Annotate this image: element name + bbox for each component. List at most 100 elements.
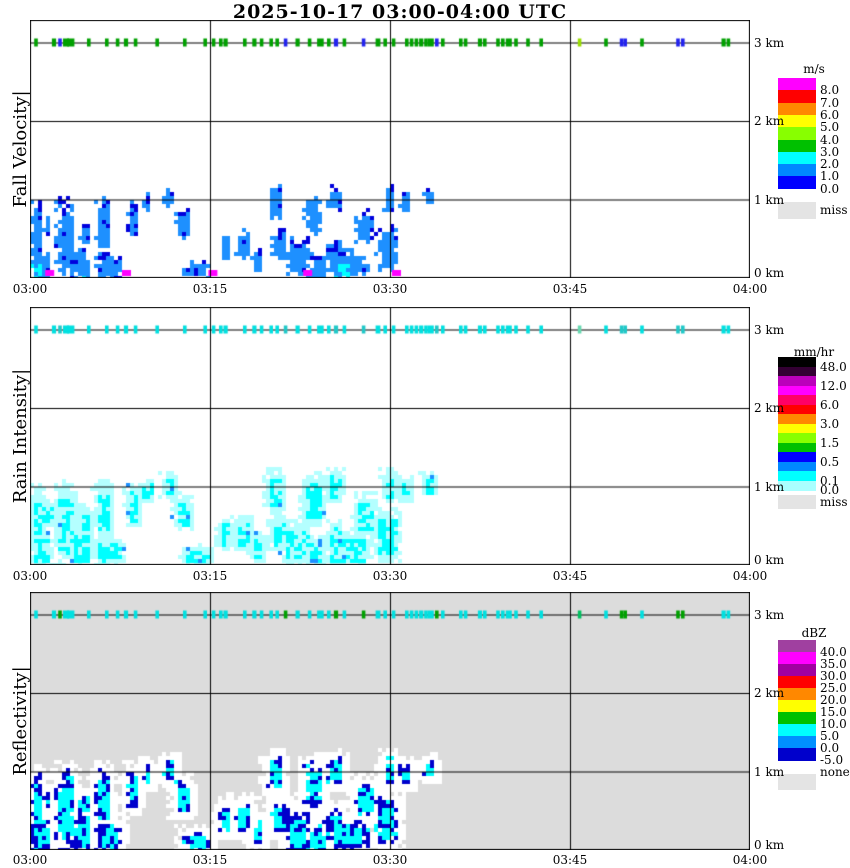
legend-color-block — [778, 442, 816, 453]
legend-value-label: 7.0 — [820, 95, 840, 110]
time-tick-label: 03:30 — [372, 569, 408, 583]
rain-intensity-axis-label: Rain Intensity| — [10, 368, 31, 504]
legend-missing-block — [778, 495, 816, 509]
reflectivity-plot — [30, 592, 750, 850]
legend-units-label: dBZ — [801, 626, 827, 640]
time-tick-label: 03:45 — [552, 569, 588, 583]
height-tick-label: 0 km — [754, 266, 785, 280]
height-tick-label: 3 km — [754, 35, 785, 50]
height-tick-label: 3 km — [754, 322, 785, 337]
legend-color-block — [778, 114, 816, 128]
time-tick-label: 03:00 — [12, 569, 48, 583]
legend-color-block — [778, 366, 816, 377]
legend-units-label: m/s — [803, 62, 825, 76]
legend-color-block — [778, 712, 816, 725]
legend-value-label: -5.0 — [820, 753, 844, 767]
legend-color-block — [778, 688, 816, 701]
figure-title: 2025-10-17 03:00-04:00 UTC — [232, 1, 568, 23]
legend-color-block — [778, 139, 816, 153]
rain-intensity-time-axis: 03:00 03:15 03:30 03:45 04:00 — [0, 569, 850, 583]
legend-color-block — [778, 78, 816, 91]
legend-color-block — [778, 700, 816, 713]
legend-value-label: 1.0 — [820, 169, 840, 184]
height-tick-label: 1 km — [754, 479, 785, 494]
legend-color-block — [778, 127, 816, 140]
legend-color-block — [778, 414, 816, 424]
height-tick-label: 2 km — [754, 114, 785, 128]
legend-color-block — [778, 736, 816, 749]
time-tick-label: 03:00 — [12, 853, 48, 867]
legend-value-label: 6.0 — [820, 107, 840, 122]
legend-value-label: 0.0 — [820, 181, 840, 196]
legend-color-block — [778, 423, 816, 434]
reflectivity-time-axis: 03:00 03:15 03:30 03:45 04:00 — [0, 853, 850, 867]
time-tick-label: 04:00 — [732, 569, 768, 583]
time-tick-label: 03:30 — [372, 853, 408, 867]
legend-color-block — [778, 471, 816, 481]
legend-color-block — [778, 151, 816, 165]
legend-value-label: 0.1 — [820, 473, 840, 488]
legend-color-block — [778, 676, 816, 689]
fall-velocity-panel — [30, 20, 750, 278]
legend-units-label: mm/hr — [793, 345, 835, 359]
time-tick-label: 04:00 — [732, 853, 768, 867]
legend-missing-label: none — [820, 765, 850, 779]
time-tick-label: 04:00 — [732, 282, 768, 296]
legend-color-block — [778, 357, 816, 367]
legend-value-label: 20.0 — [820, 693, 847, 707]
legend-missing-label: miss — [820, 495, 848, 509]
legend-value-label: 10.0 — [820, 717, 847, 731]
legend-color-block — [778, 452, 816, 462]
time-tick-label: 03:15 — [192, 569, 228, 583]
rain-intensity-plot — [30, 307, 750, 565]
legend-value-label: 3.0 — [820, 416, 840, 431]
legend-color-block — [778, 176, 816, 190]
legend-value-label: 5.0 — [820, 120, 840, 135]
legend-color-block — [778, 433, 816, 443]
height-tick-label: 2 km — [754, 401, 785, 415]
fall-velocity-axis-label: Fall Velocity| — [10, 90, 31, 208]
height-tick-label: 2 km — [754, 686, 785, 700]
legend-value-label: 6.0 — [820, 397, 840, 412]
legend-color-block — [778, 652, 816, 665]
legend-value-label: 4.0 — [820, 132, 840, 147]
legend-value-label: 2.0 — [820, 157, 840, 172]
height-tick-label: 3 km — [754, 607, 785, 622]
legend-color-block — [778, 480, 816, 491]
legend-value-label: 25.0 — [820, 681, 847, 695]
time-tick-label: 03:15 — [192, 282, 228, 296]
legend-value-label: 40.0 — [820, 645, 847, 659]
legend-value-label: 30.0 — [820, 669, 847, 683]
reflectivity-panel — [30, 592, 750, 850]
legend-missing-block — [778, 774, 816, 790]
fall-velocity-plot — [30, 20, 750, 278]
time-tick-label: 03:15 — [192, 853, 228, 867]
legend-color-block — [778, 376, 816, 386]
legend-color-block — [778, 395, 816, 405]
legend-color-block — [778, 461, 816, 472]
height-tick-label: 1 km — [754, 764, 785, 779]
legend-color-block — [778, 164, 816, 177]
height-tick-label: 1 km — [754, 192, 785, 207]
legend-color-block — [778, 385, 816, 396]
rain-intensity-panel — [30, 307, 750, 565]
legend-value-label: 48.0 — [820, 359, 847, 374]
legend-value-label: 12.0 — [820, 378, 847, 393]
reflectivity-axis-label: Reflectivity| — [10, 666, 31, 776]
legend-value-label: 15.0 — [820, 705, 847, 719]
legend-value-label: 0.0 — [820, 483, 840, 497]
legend-missing-label: miss — [820, 203, 848, 218]
legend-color-block — [778, 724, 816, 737]
legend-value-label: 0.0 — [820, 741, 840, 755]
fall-velocity-time-axis: 03:00 03:15 03:30 03:45 04:00 — [0, 282, 850, 296]
time-tick-label: 03:30 — [372, 282, 408, 296]
legend-color-block — [778, 664, 816, 677]
legend-value-label: 3.0 — [820, 144, 840, 159]
legend-color-block — [778, 404, 816, 415]
height-tick-label: 0 km — [754, 838, 785, 852]
legend-value-label: 8.0 — [820, 83, 840, 98]
legend-color-block — [778, 90, 816, 104]
legend-missing-block — [778, 201, 816, 219]
time-tick-label: 03:45 — [552, 282, 588, 296]
